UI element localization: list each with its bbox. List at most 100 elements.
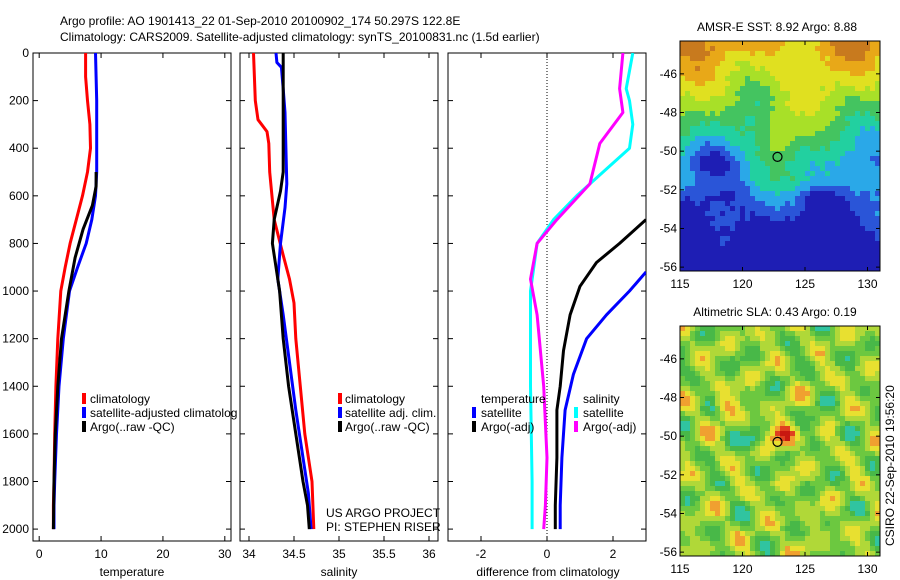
heatmap-cell <box>865 111 871 117</box>
heatmap-cell <box>765 346 771 352</box>
heatmap-cell <box>735 216 741 222</box>
heatmap-cell <box>775 516 781 522</box>
heatmap-cell <box>800 371 806 377</box>
heatmap-cell <box>690 56 696 62</box>
heatmap-cell <box>875 531 880 537</box>
heatmap-cell <box>830 201 836 207</box>
heatmap-cell <box>695 526 701 532</box>
heatmap-cell <box>820 331 826 337</box>
heatmap-cell <box>725 136 731 142</box>
heatmap-cell <box>795 516 801 522</box>
heatmap-cell <box>695 536 701 542</box>
heatmap-cell <box>770 66 776 72</box>
heatmap-cell <box>770 126 776 132</box>
heatmap-cell <box>765 381 771 387</box>
heatmap-cell <box>690 386 696 392</box>
heatmap-cell <box>750 161 756 167</box>
heatmap-cell <box>760 411 766 417</box>
heatmap-cell <box>770 551 776 556</box>
heatmap-cell <box>705 436 711 442</box>
heatmap-cell <box>850 171 856 177</box>
heatmap-cell <box>800 346 806 352</box>
temperature-axes-frame <box>32 52 232 542</box>
heatmap-cell <box>685 131 691 137</box>
heatmap-cell <box>875 451 880 457</box>
heatmap-cell <box>770 531 776 537</box>
heatmap-cell <box>845 126 851 132</box>
heatmap-cell <box>725 121 731 127</box>
heatmap-cell <box>815 451 821 457</box>
heatmap-cell <box>695 96 701 102</box>
heatmap-cell <box>790 526 796 532</box>
heatmap-cell <box>850 506 856 512</box>
heatmap-cell <box>810 431 816 437</box>
heatmap-cell <box>850 56 856 62</box>
heatmap-cell <box>715 331 721 337</box>
heatmap-cell <box>735 381 741 387</box>
heatmap-cell <box>820 541 826 547</box>
heatmap-cell <box>705 326 711 332</box>
heatmap-cell <box>845 356 851 362</box>
heatmap-cell <box>680 471 686 477</box>
heatmap-cell <box>705 171 711 177</box>
heatmap-cell <box>745 541 751 547</box>
heatmap-cell <box>710 221 716 227</box>
heatmap-cell <box>745 491 751 497</box>
heatmap-cell <box>725 246 731 252</box>
heatmap-cell <box>805 481 811 487</box>
heatmap-cell <box>860 161 866 167</box>
heatmap-cell <box>845 386 851 392</box>
heatmap-cell <box>755 251 761 257</box>
heatmap-cell <box>780 176 786 182</box>
heatmap-cell <box>685 106 691 112</box>
heatmap-cell <box>850 201 856 207</box>
heatmap-cell <box>780 416 786 422</box>
heatmap-cell <box>745 376 751 382</box>
heatmap-cell <box>730 211 736 217</box>
heatmap-cell <box>700 61 706 67</box>
heatmap-cell <box>785 86 791 92</box>
heatmap-cell <box>705 471 711 477</box>
heatmap-cell <box>735 416 741 422</box>
heatmap-cell <box>860 166 866 172</box>
heatmap-cell <box>770 251 776 257</box>
heatmap-cell <box>715 471 721 477</box>
heatmap-cell <box>780 426 786 432</box>
heatmap-cell <box>755 351 761 357</box>
heatmap-cell <box>720 436 726 442</box>
heatmap-cell <box>860 201 866 207</box>
heatmap-cell <box>780 91 786 97</box>
heatmap-cell <box>710 491 716 497</box>
heatmap-cell <box>810 501 816 507</box>
heatmap-cell <box>755 516 761 522</box>
heatmap-cell <box>700 186 706 192</box>
heatmap-cell <box>760 476 766 482</box>
heatmap-cell <box>850 81 856 87</box>
heatmap-cell <box>790 436 796 442</box>
heatmap-cell <box>875 361 880 367</box>
heatmap-cell <box>770 101 776 107</box>
heatmap-cell <box>835 426 841 432</box>
heatmap-cell <box>740 141 746 147</box>
heatmap-cell <box>850 541 856 547</box>
heatmap-cell <box>710 241 716 247</box>
heatmap-cell <box>740 401 746 407</box>
heatmap-cell <box>710 76 716 82</box>
heatmap-cell <box>785 116 791 122</box>
heatmap-cell <box>815 136 821 142</box>
heatmap-cell <box>720 551 726 556</box>
heatmap-cell <box>700 541 706 547</box>
map-x-tick-label: 125 <box>795 277 815 291</box>
heatmap-cell <box>810 536 816 542</box>
heatmap-cell <box>695 76 701 82</box>
heatmap-cell <box>760 371 766 377</box>
heatmap-cell <box>875 486 880 492</box>
heatmap-cell <box>875 406 880 412</box>
temperature-legend-argo: Argo(..raw -QC) <box>90 420 175 434</box>
heatmap-cell <box>750 426 756 432</box>
heatmap-cell <box>785 421 791 427</box>
heatmap-cell <box>815 431 821 437</box>
heatmap-cell <box>715 236 721 242</box>
heatmap-cell <box>815 266 821 271</box>
heatmap-cell <box>815 406 821 412</box>
